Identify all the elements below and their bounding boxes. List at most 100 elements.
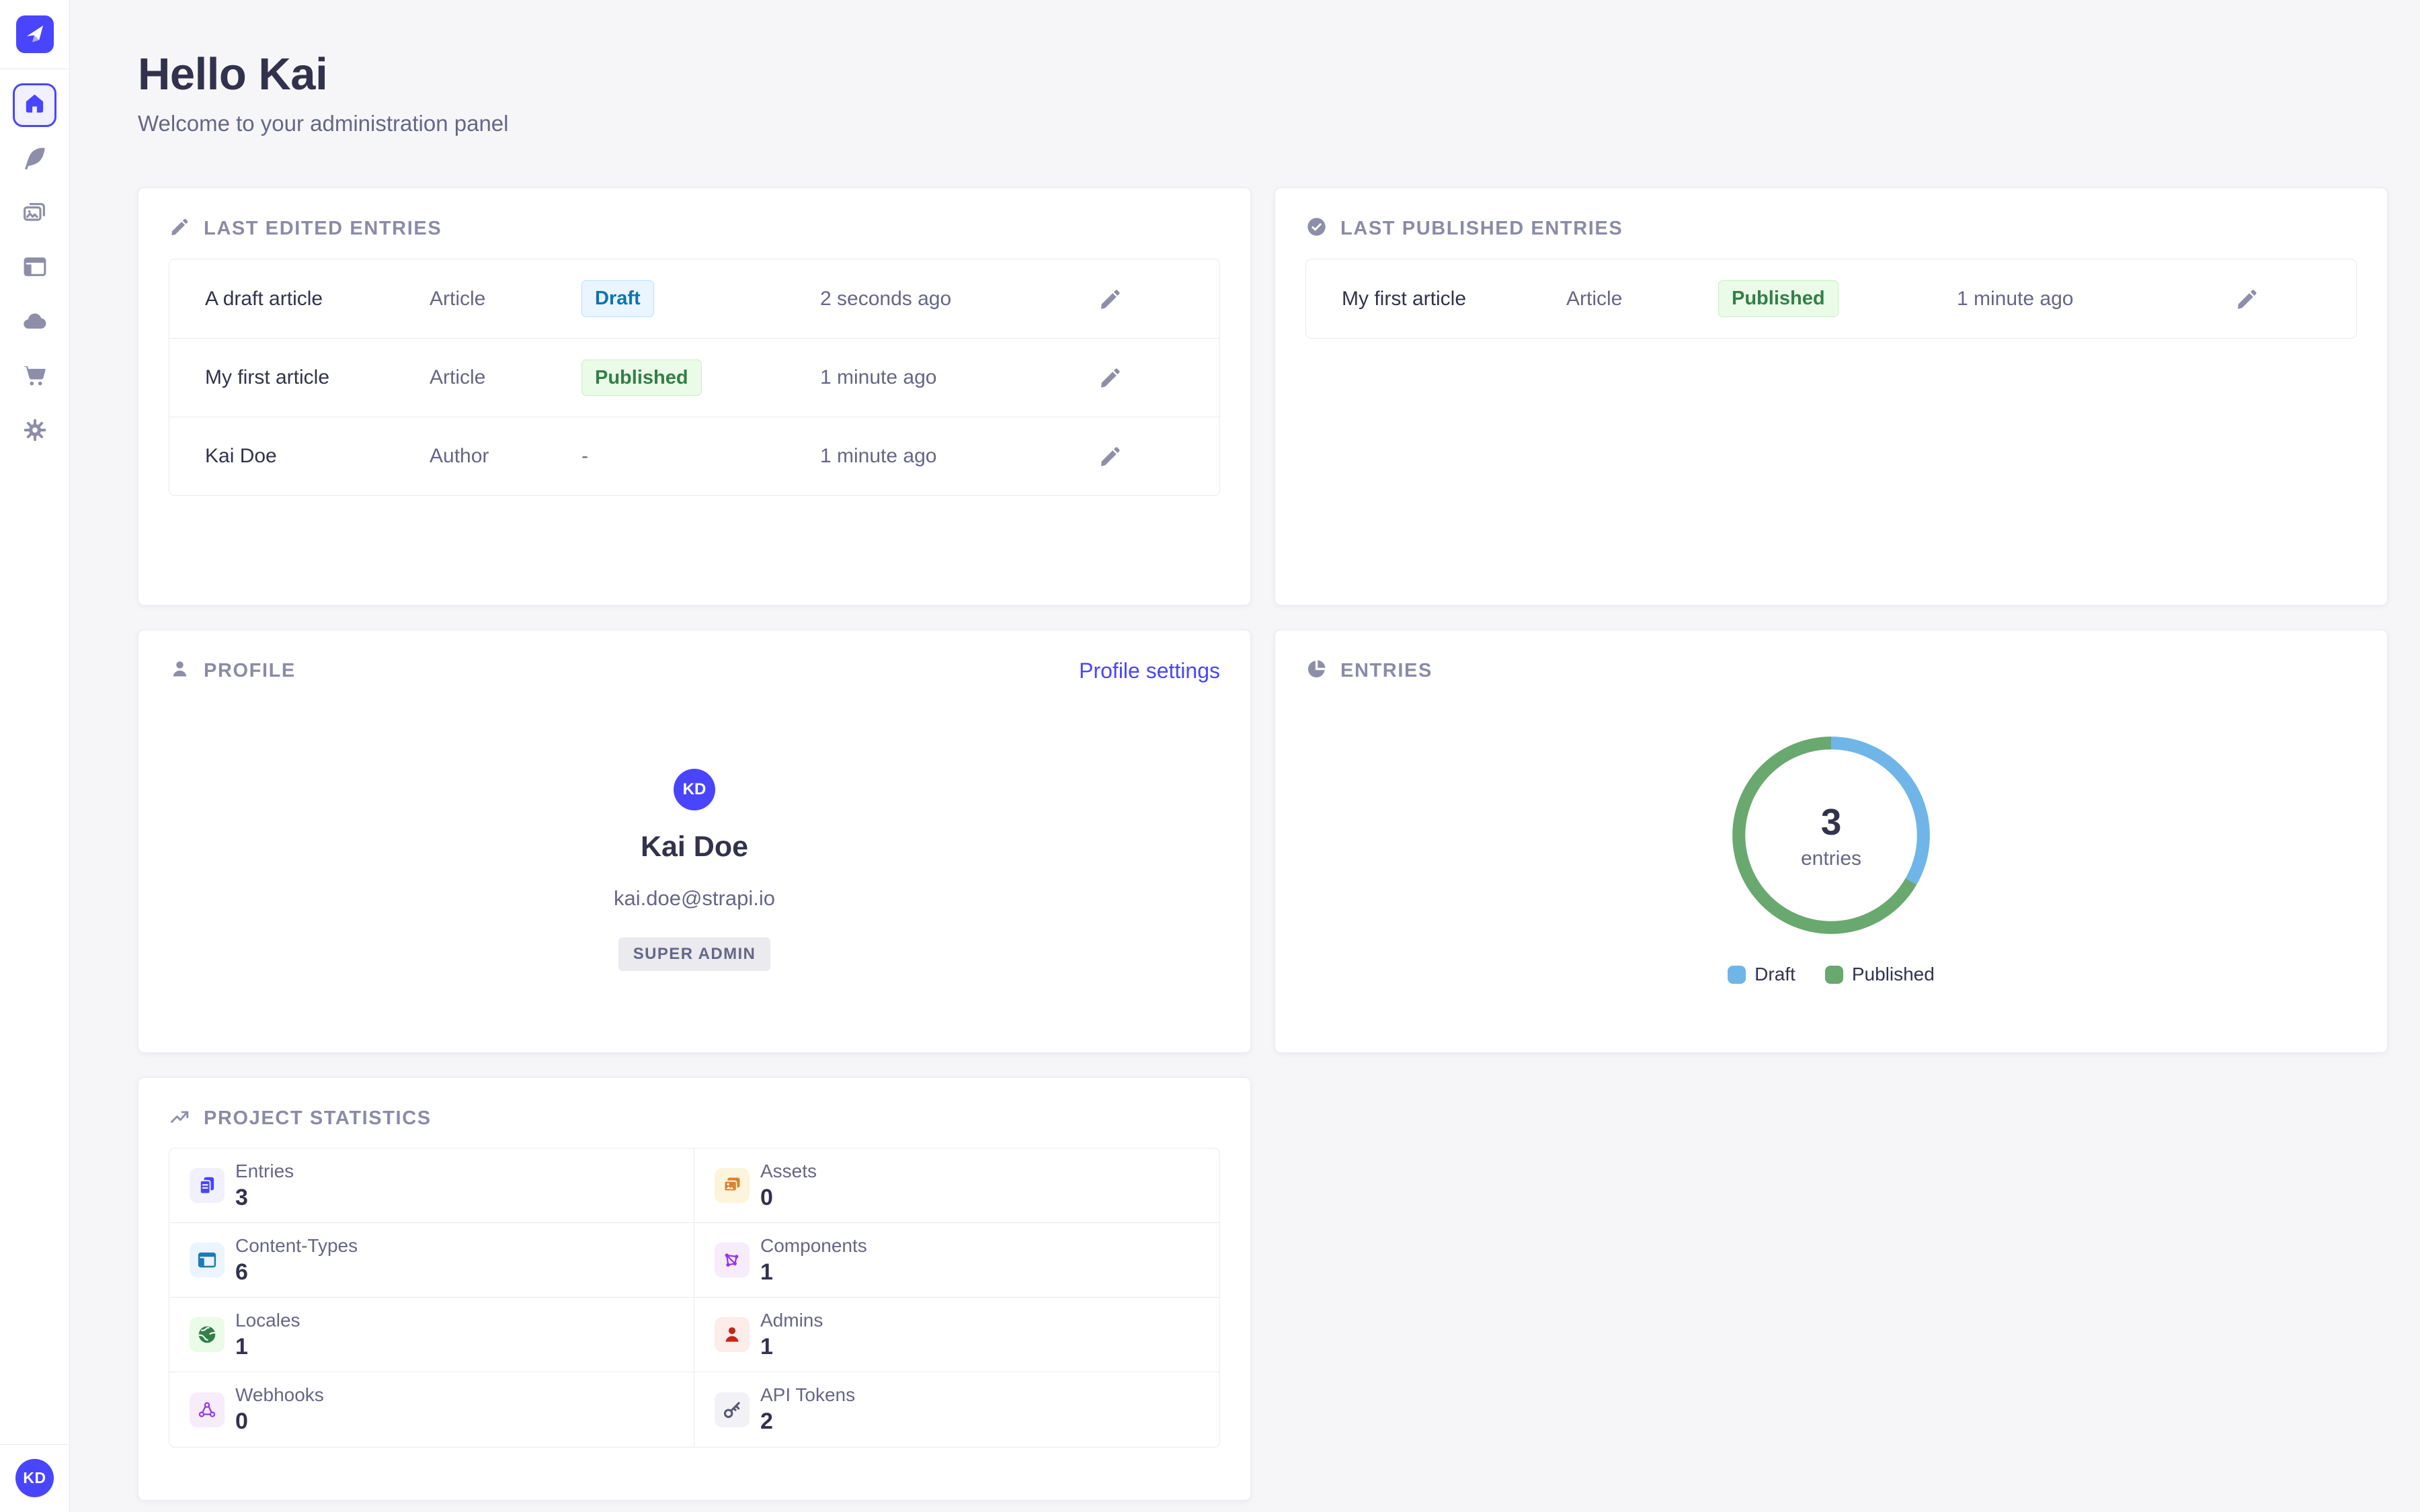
- pencil-icon: [1098, 365, 1123, 390]
- person-icon: [169, 658, 191, 683]
- feather-icon: [22, 144, 48, 175]
- edit-entry-button[interactable]: [1094, 361, 1127, 394]
- table-row: My first article Article Published 1 min…: [169, 338, 1219, 417]
- stat-value: 6: [235, 1259, 248, 1285]
- entry-name: My first article: [205, 366, 330, 388]
- legend-item: Draft: [1728, 964, 1796, 985]
- legend-label: Published: [1851, 964, 1935, 984]
- stat-value: 0: [235, 1409, 248, 1434]
- pencil-icon: [2234, 286, 2260, 312]
- last-published-table: My first article Article Published 1 min…: [1305, 259, 2357, 339]
- profile-settings-link[interactable]: Profile settings: [1079, 658, 1220, 683]
- stat-entries: Entries 3: [169, 1148, 694, 1223]
- layout-icon: [190, 1243, 225, 1277]
- page-header: Hello Kai Welcome to your administration…: [138, 48, 2420, 136]
- legend-item: Published: [1824, 964, 1935, 985]
- sidebar-item-layout[interactable]: [13, 247, 56, 290]
- entry-time: 2 seconds ago: [820, 287, 952, 310]
- check-circle-icon: [1305, 216, 1328, 241]
- shopping-cart-icon: [22, 362, 48, 392]
- status-badge: Published: [1718, 280, 1839, 317]
- stat-label: Admins: [760, 1309, 823, 1331]
- last-edited-title: LAST EDITED ENTRIES: [204, 217, 442, 239]
- stat-admins: Admins 1: [694, 1298, 1219, 1372]
- entry-time: 1 minute ago: [820, 445, 937, 467]
- edit-entry-button[interactable]: [1094, 282, 1127, 316]
- stat-locales: Locales 1: [169, 1298, 694, 1372]
- user-avatar[interactable]: KD: [15, 1459, 54, 1497]
- pie-chart-icon: [1305, 658, 1328, 683]
- status-badge: Draft: [581, 280, 654, 317]
- entry-name: Kai Doe: [205, 445, 277, 467]
- stats-grid: Entries 3 Assets 0: [169, 1148, 1220, 1447]
- profile-title: PROFILE: [204, 659, 296, 681]
- sidebar-item-media[interactable]: [13, 192, 56, 236]
- stat-label: Entries: [235, 1160, 294, 1181]
- media-images-icon: [22, 199, 48, 229]
- stat-label: Assets: [760, 1160, 817, 1181]
- pictures-icon: [715, 1168, 750, 1203]
- entry-time: 1 minute ago: [1957, 287, 2074, 310]
- pencil-icon: [1098, 444, 1123, 469]
- pencil-icon: [169, 216, 191, 241]
- profile-card: PROFILE Profile settings KD Kai Doe kai.…: [138, 630, 1251, 1053]
- entry-time: 1 minute ago: [820, 366, 937, 388]
- stat-components: Components 1: [694, 1223, 1219, 1298]
- stat-value: 1: [235, 1333, 248, 1359]
- stat-label: Content-Types: [235, 1234, 358, 1256]
- webhook-icon: [190, 1392, 225, 1427]
- edit-entry-button[interactable]: [2230, 282, 2264, 316]
- stat-value: 1: [760, 1259, 773, 1285]
- sidebar-item-marketplace[interactable]: [13, 355, 56, 399]
- entries-total: 3: [1820, 801, 1842, 843]
- sidebar-item-home[interactable]: [13, 83, 56, 127]
- user-icon: [715, 1317, 750, 1352]
- layout-icon: [22, 253, 48, 284]
- stat-label: API Tokens: [760, 1384, 856, 1405]
- pencil-icon: [1098, 286, 1123, 312]
- stat-value: 0: [760, 1184, 773, 1210]
- sidebar: KD: [0, 0, 70, 1512]
- stat-value: 3: [235, 1184, 248, 1210]
- stat-assets: Assets 0: [694, 1148, 1219, 1223]
- strapi-logo-icon: [20, 18, 50, 51]
- table-row: My first article Article Published 1 min…: [1306, 259, 2356, 338]
- page-subtitle: Welcome to your administration panel: [138, 111, 509, 136]
- stat-label: Locales: [235, 1309, 300, 1331]
- chart-legend: Draft Published: [1728, 964, 1935, 985]
- legend-label: Draft: [1755, 964, 1796, 984]
- avatar: KD: [674, 769, 715, 810]
- sidebar-item-settings[interactable]: [13, 410, 56, 454]
- entries-card: ENTRIES 3 entries Draft: [1275, 630, 2388, 1053]
- main-content: Hello Kai Welcome to your administration…: [70, 0, 2420, 1512]
- sidebar-item-content-feather[interactable]: [13, 138, 56, 181]
- last-published-entries-card: LAST PUBLISHED ENTRIES My first article …: [1275, 187, 2388, 605]
- sidebar-nav: [13, 83, 56, 454]
- entries-title: ENTRIES: [1340, 659, 1433, 681]
- cloud-icon: [22, 308, 48, 338]
- project-statistics-card: PROJECT STATISTICS Entries 3: [138, 1077, 1251, 1501]
- documents-icon: [190, 1168, 225, 1203]
- status-badge: Published: [581, 359, 702, 396]
- draft-swatch: [1728, 965, 1746, 984]
- page-title: Hello Kai: [138, 49, 328, 99]
- stat-content-types: Content-Types 6: [169, 1223, 694, 1298]
- stat-api-tokens: API Tokens 2: [694, 1372, 1219, 1447]
- published-swatch: [1824, 965, 1843, 984]
- sidebar-item-cloud[interactable]: [13, 301, 56, 345]
- sidebar-bottom-divider: [0, 1444, 69, 1445]
- entry-type: Author: [430, 445, 489, 467]
- entry-type: Article: [430, 287, 486, 310]
- stat-webhooks: Webhooks 0: [169, 1372, 694, 1447]
- profile-name: Kai Doe: [640, 831, 749, 863]
- project-statistics-title: PROJECT STATISTICS: [204, 1107, 432, 1129]
- stat-value: 2: [760, 1409, 773, 1434]
- strapi-logo[interactable]: [15, 15, 54, 53]
- last-edited-entries-card: LAST EDITED ENTRIES A draft article Arti…: [138, 187, 1251, 605]
- entries-donut-chart: 3 entries: [1732, 737, 1930, 934]
- status-none: -: [581, 445, 588, 467]
- key-icon: [715, 1392, 750, 1427]
- edit-entry-button[interactable]: [1094, 439, 1127, 473]
- stat-value: 1: [760, 1333, 773, 1359]
- stat-label: Webhooks: [235, 1384, 324, 1405]
